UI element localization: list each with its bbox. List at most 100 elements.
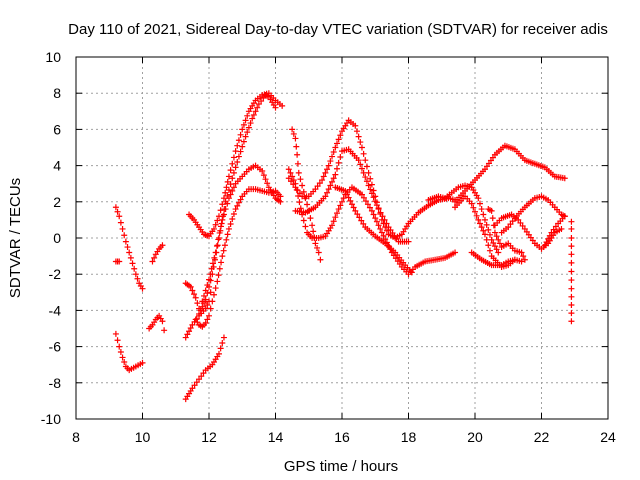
data-point — [225, 195, 232, 202]
series-track-10 — [192, 186, 284, 330]
data-point — [159, 242, 166, 249]
data-point — [206, 276, 212, 283]
data-point — [134, 275, 141, 282]
series-track-17 — [332, 184, 415, 276]
data-point — [277, 198, 284, 205]
data-point — [315, 249, 322, 256]
y-tick-label: -2 — [49, 266, 62, 282]
data-point — [319, 177, 326, 184]
data-point — [342, 187, 349, 194]
data-point — [481, 231, 488, 238]
data-point — [368, 190, 375, 197]
data-point — [478, 224, 485, 231]
data-point — [334, 165, 341, 172]
data-point — [214, 278, 221, 285]
data-point — [330, 218, 337, 225]
data-point — [480, 211, 487, 218]
data-point — [325, 186, 332, 193]
data-point — [289, 173, 296, 180]
data-point — [372, 215, 379, 222]
data-point — [483, 221, 490, 228]
data-point — [377, 225, 384, 232]
x-tick-label: 8 — [72, 429, 80, 445]
data-point — [227, 191, 234, 198]
data-point — [116, 343, 123, 350]
data-point — [220, 247, 227, 254]
data-point — [493, 233, 500, 240]
data-point — [215, 272, 222, 279]
data-point — [221, 242, 228, 249]
data-point — [151, 254, 158, 261]
data-point — [335, 206, 342, 213]
data-point — [475, 195, 482, 202]
data-point — [405, 238, 412, 245]
data-point — [227, 220, 234, 227]
data-point — [485, 226, 492, 233]
data-point — [377, 209, 384, 216]
data-point — [216, 265, 223, 272]
data-point — [200, 370, 207, 377]
data-point — [230, 169, 237, 176]
data-point — [210, 225, 217, 232]
y-tick-label: 2 — [53, 194, 61, 210]
data-point — [119, 354, 126, 361]
data-point — [217, 345, 224, 352]
series-track-4 — [146, 312, 168, 334]
data-point — [340, 195, 347, 202]
data-point — [327, 182, 334, 189]
data-point — [370, 211, 377, 218]
data-point — [244, 112, 251, 119]
series-track-1 — [112, 258, 123, 265]
data-point — [334, 210, 341, 217]
data-point — [367, 175, 374, 182]
data-point — [223, 236, 230, 243]
data-point — [234, 202, 241, 209]
data-point — [343, 191, 350, 198]
data-point — [568, 268, 575, 275]
series-track-20 — [452, 142, 568, 205]
data-point — [294, 151, 301, 158]
data-point — [362, 198, 369, 205]
data-point — [207, 271, 214, 278]
data-point — [234, 142, 241, 149]
data-point — [182, 334, 189, 341]
data-point — [139, 359, 146, 366]
y-axis-label: SDTVAR / TECUs — [7, 178, 24, 298]
data-point — [186, 328, 193, 335]
data-point — [294, 160, 301, 167]
data-point — [360, 169, 367, 176]
data-point — [129, 260, 136, 267]
data-point — [366, 204, 373, 211]
data-point — [219, 253, 226, 260]
data-point — [198, 373, 205, 380]
data-point — [116, 213, 123, 220]
data-point — [363, 163, 370, 170]
data-point — [258, 98, 265, 105]
data-point — [568, 218, 575, 225]
data-point — [262, 176, 269, 183]
data-point — [324, 166, 331, 173]
x-tick-label: 16 — [334, 429, 350, 445]
data-point — [219, 201, 226, 208]
data-point — [381, 216, 388, 223]
data-point — [364, 201, 371, 208]
data-point — [379, 213, 386, 220]
data-point — [264, 180, 271, 187]
data-point — [360, 194, 367, 201]
data-point — [295, 169, 302, 176]
data-point — [202, 296, 209, 303]
data-point — [225, 225, 232, 232]
data-point — [229, 175, 236, 182]
data-point — [473, 212, 480, 219]
data-point — [476, 220, 483, 227]
data-point — [363, 178, 370, 185]
data-point — [124, 244, 131, 251]
data-point — [517, 219, 524, 226]
series-track-6 — [182, 334, 227, 403]
data-point — [191, 291, 198, 298]
data-point — [242, 117, 249, 124]
x-tick-label: 14 — [268, 429, 284, 445]
data-point — [335, 136, 342, 143]
series-track-12 — [199, 162, 284, 305]
data-point — [568, 243, 575, 250]
